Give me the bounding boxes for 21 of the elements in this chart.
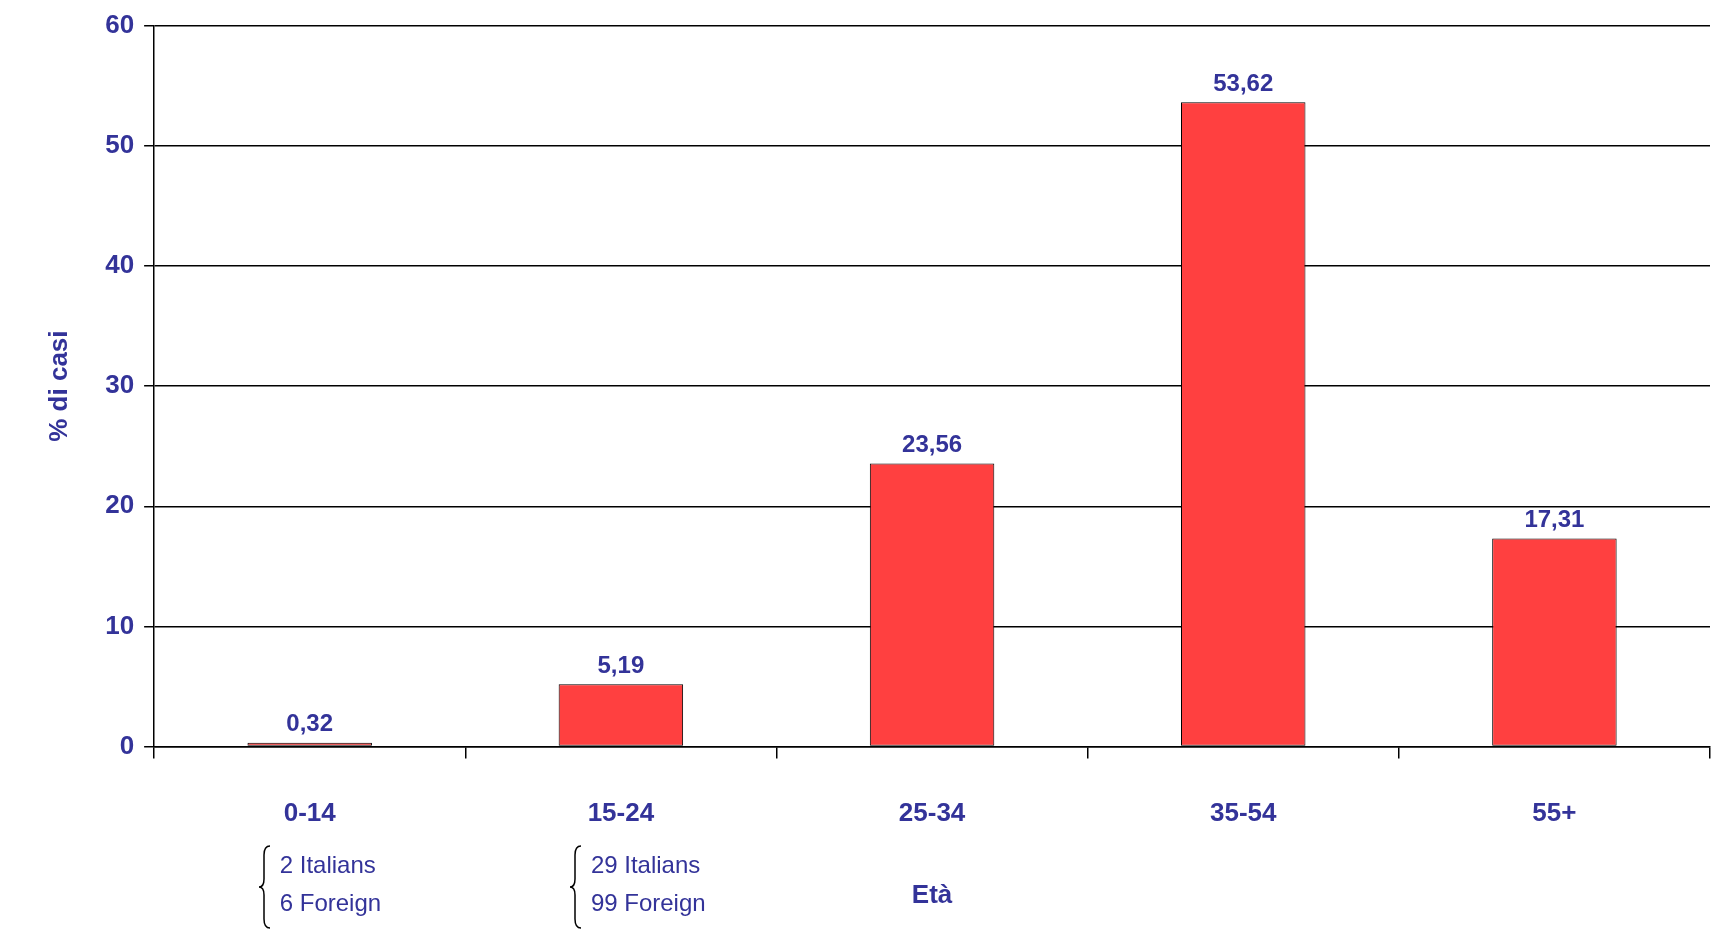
x-tick-label: 35-54 [1209, 797, 1278, 828]
x-tick-label: 15-24 [587, 797, 655, 828]
data-label: 23,56 [902, 430, 963, 458]
data-label: 0,32 [286, 709, 334, 737]
data-label: 17,31 [1524, 505, 1585, 533]
y-tick-label: 20 [105, 489, 135, 520]
x-tick-label: 55+ [1532, 797, 1577, 828]
y-axis-title: % di casi [42, 330, 73, 442]
x-tick-label: 0-14 [283, 797, 337, 828]
y-tick-label: 50 [105, 128, 135, 159]
y-tick-label: 60 [105, 8, 135, 39]
y-tick-label: 10 [105, 609, 135, 640]
text: 29 Italians 99 Foreign [590, 850, 706, 916]
data-label: 53,62 [1213, 68, 1274, 96]
x-tick-label: 25-34 [898, 797, 966, 828]
y-tick-label: 40 [105, 249, 135, 280]
x-axis-title: Età [911, 878, 953, 909]
y-tick-label: 30 [105, 369, 135, 400]
text: 2 Italians 6 Foreign [279, 850, 382, 916]
data-label: 5,19 [597, 650, 645, 678]
y-tick-label: 0 [119, 729, 135, 760]
